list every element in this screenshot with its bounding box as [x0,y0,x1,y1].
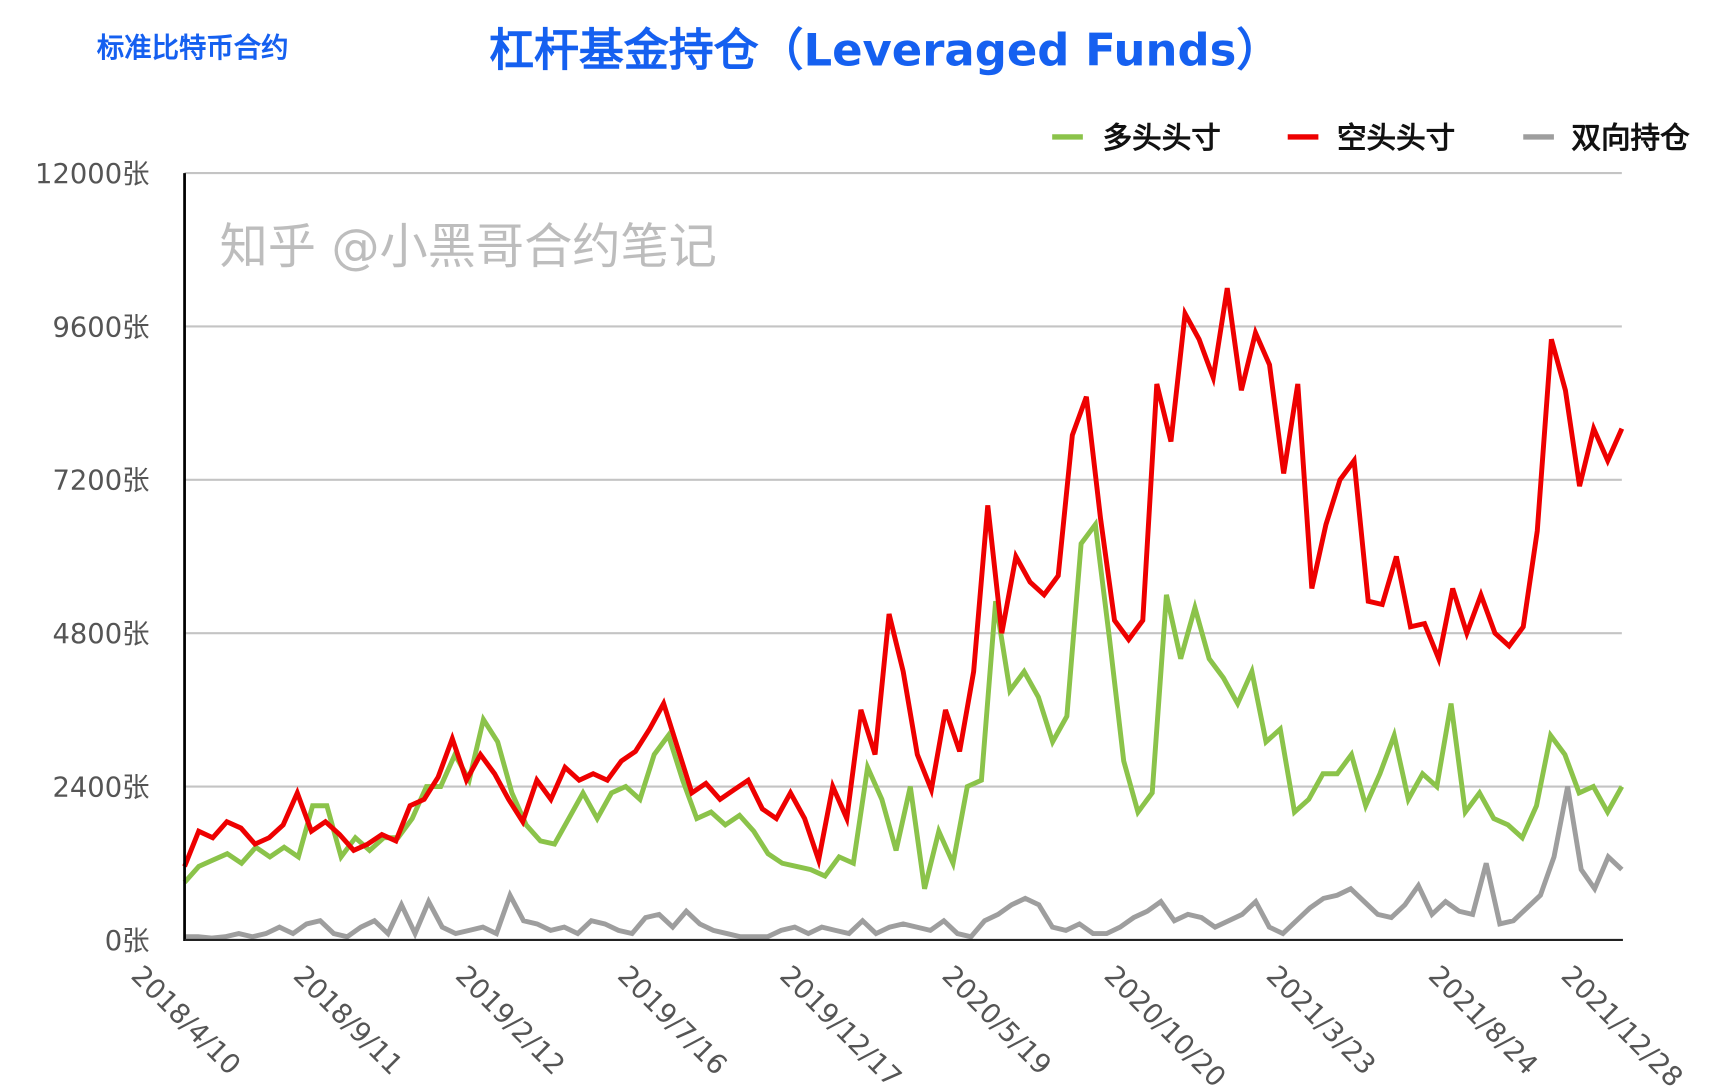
legend: 多头头寸 空头头寸 双向持仓 [1052,121,1690,155]
y-tick-label: 2400张 [52,772,149,803]
x-tick-label: 2021/3/23 [1260,960,1381,1081]
x-tick-label: 2019/2/12 [449,960,570,1081]
series-line-short [182,287,1625,870]
y-axis-ticks: 0张 2400张 4800张 7200张 9600张 12000张 [35,159,149,957]
y-tick-label: 7200张 [52,466,149,497]
chart-title: 杠杆基金持仓（Leveraged Funds） [489,24,1281,77]
watermark: 知乎 @小黑哥合约笔记 [220,219,717,275]
series-line-spread [184,786,1624,941]
legend-label-spread: 双向持仓 [1571,121,1690,155]
series-lines [182,287,1625,941]
x-axis-ticks: 2018/4/10 2018/9/11 2019/2/12 2019/7/16 2019… [125,960,1688,1090]
legend-label-long: 多头头寸 [1103,121,1221,155]
x-tick-label: 2020/5/19 [936,960,1057,1081]
x-tick-label: 2018/4/10 [125,960,246,1081]
x-tick-label: 2018/9/11 [287,960,408,1081]
legend-label-short: 空头头寸 [1337,121,1455,155]
x-tick-label: 2020/10/20 [1098,960,1231,1090]
x-tick-label: 2019/12/17 [773,960,906,1090]
y-tick-label: 12000张 [35,159,149,190]
y-tick-label: 0张 [105,926,150,957]
y-tick-label: 4800张 [52,619,149,650]
x-tick-label: 2021/12/28 [1555,960,1688,1090]
series-line-long [182,518,1624,890]
y-tick-label: 9600张 [52,312,149,343]
x-tick-label: 2021/8/24 [1422,960,1543,1081]
x-tick-label: 2019/7/16 [611,960,732,1081]
chart-subtitle: 标准比特币合约 [97,32,289,64]
